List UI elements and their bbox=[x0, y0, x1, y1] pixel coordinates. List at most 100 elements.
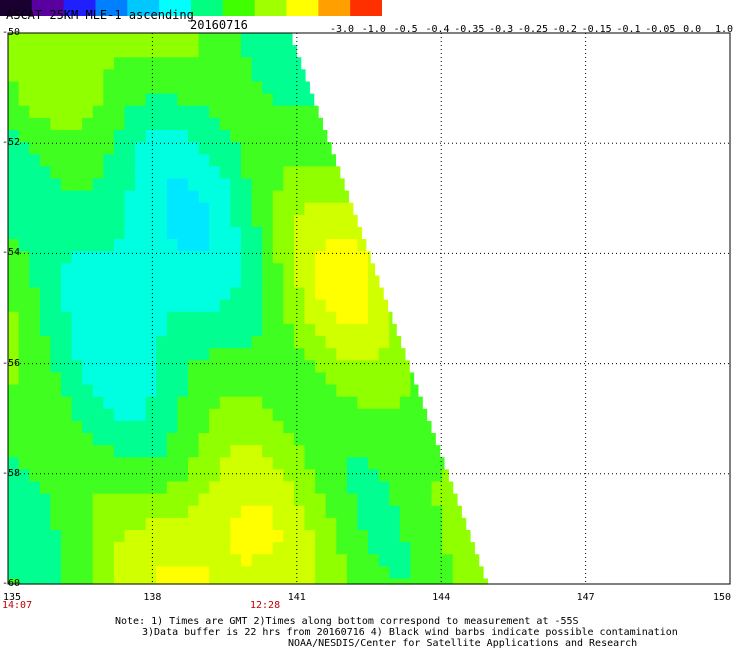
swath-cell bbox=[135, 517, 147, 531]
swath-cell bbox=[240, 178, 253, 192]
swath-cell bbox=[251, 190, 263, 204]
swath-cell bbox=[240, 433, 253, 446]
swath-cell bbox=[39, 251, 51, 264]
swath-cell bbox=[346, 336, 359, 349]
swath-cell bbox=[60, 45, 73, 58]
swath-cell bbox=[230, 142, 242, 155]
swath-cell bbox=[50, 336, 62, 349]
swath-cell bbox=[103, 142, 115, 155]
swath-cell bbox=[71, 142, 83, 155]
swath-cell bbox=[283, 166, 295, 180]
swath-cell bbox=[60, 408, 73, 422]
swath-cell bbox=[60, 251, 73, 264]
latitude-label: -50 bbox=[2, 27, 21, 38]
swath-cell bbox=[209, 493, 221, 507]
swath-cell bbox=[82, 336, 94, 349]
swath-cell bbox=[113, 517, 126, 531]
swath-cell bbox=[368, 542, 380, 555]
swath-cell bbox=[325, 129, 328, 143]
swath-cell bbox=[272, 420, 284, 434]
swath-cell bbox=[262, 505, 274, 519]
swath-cell bbox=[50, 323, 62, 337]
colorbar-segment bbox=[286, 0, 319, 16]
swath-cell bbox=[293, 493, 306, 507]
swath-cell bbox=[124, 214, 136, 228]
swath-cell bbox=[219, 154, 231, 167]
swath-cell bbox=[230, 408, 242, 422]
swath-cell bbox=[304, 251, 316, 264]
swath-cell bbox=[8, 117, 20, 131]
swath-cell bbox=[18, 226, 30, 240]
swath-cell bbox=[420, 469, 433, 483]
swath-cell bbox=[219, 166, 231, 180]
swath-cell bbox=[60, 323, 73, 337]
swath-cell bbox=[209, 445, 221, 458]
swath-cell bbox=[177, 542, 189, 555]
swath-cell bbox=[251, 360, 263, 374]
swath-cell bbox=[60, 93, 73, 107]
swath-cell bbox=[346, 542, 359, 555]
swath-cell bbox=[346, 251, 359, 264]
swath-cell bbox=[304, 154, 316, 167]
swath-cell bbox=[50, 117, 62, 131]
swath-cell bbox=[188, 105, 200, 119]
swath-cell bbox=[389, 469, 401, 483]
swath-cell bbox=[103, 348, 115, 361]
swath-cell bbox=[251, 57, 263, 70]
swath-cell bbox=[135, 166, 147, 180]
swath-cell bbox=[188, 493, 200, 507]
swath-cell bbox=[71, 299, 83, 313]
swath-cell bbox=[113, 33, 126, 46]
swath-cell bbox=[209, 251, 221, 264]
swath-cell bbox=[177, 166, 189, 180]
swath-cell bbox=[166, 190, 179, 204]
swath-cell bbox=[389, 372, 401, 386]
swath-cell bbox=[378, 505, 390, 519]
swath-cell bbox=[60, 505, 73, 519]
swath-cell bbox=[336, 566, 348, 580]
swath-cell bbox=[357, 360, 369, 374]
swath-cell bbox=[304, 299, 316, 313]
swath-cell bbox=[92, 93, 104, 107]
swath-cell bbox=[145, 372, 157, 386]
swath-cell bbox=[251, 214, 263, 228]
swath-cell bbox=[145, 445, 157, 458]
swath-cell bbox=[29, 69, 41, 83]
swath-cell bbox=[209, 226, 221, 240]
swath-cell bbox=[50, 287, 62, 301]
swath-cell bbox=[368, 323, 380, 337]
swath-cell bbox=[8, 190, 20, 204]
swath-cell bbox=[272, 493, 284, 507]
swath-cell bbox=[378, 469, 390, 483]
swath-cell bbox=[272, 445, 284, 458]
swath-cell bbox=[219, 178, 231, 192]
swath-cell bbox=[251, 530, 263, 543]
swath-cell bbox=[113, 481, 126, 495]
swath-cell bbox=[230, 117, 242, 131]
swath-cell bbox=[71, 481, 83, 495]
swath-cell bbox=[82, 372, 94, 386]
swath-cell bbox=[39, 517, 51, 531]
swath-cell bbox=[283, 372, 295, 386]
swath-cell bbox=[156, 336, 168, 349]
swath-cell bbox=[103, 505, 115, 519]
swath-cell bbox=[368, 396, 380, 410]
swath-cell bbox=[272, 433, 284, 446]
swath-cell bbox=[272, 33, 284, 46]
swath-cell bbox=[177, 178, 189, 192]
swath-cell bbox=[103, 129, 115, 143]
swath-cell bbox=[346, 190, 350, 204]
swath-cell bbox=[188, 263, 200, 277]
swath-cell bbox=[219, 469, 231, 483]
swath-cell bbox=[230, 469, 242, 483]
swath-cell bbox=[304, 396, 316, 410]
swath-cell bbox=[389, 360, 401, 374]
swath-cell bbox=[262, 554, 274, 567]
swath-cell bbox=[71, 469, 83, 483]
swath-cell bbox=[60, 384, 73, 398]
swath-cell bbox=[103, 420, 115, 434]
swath-cell bbox=[304, 578, 316, 585]
swath-cell bbox=[262, 566, 274, 580]
swath-cell bbox=[145, 493, 157, 507]
swath-cell bbox=[29, 457, 41, 470]
